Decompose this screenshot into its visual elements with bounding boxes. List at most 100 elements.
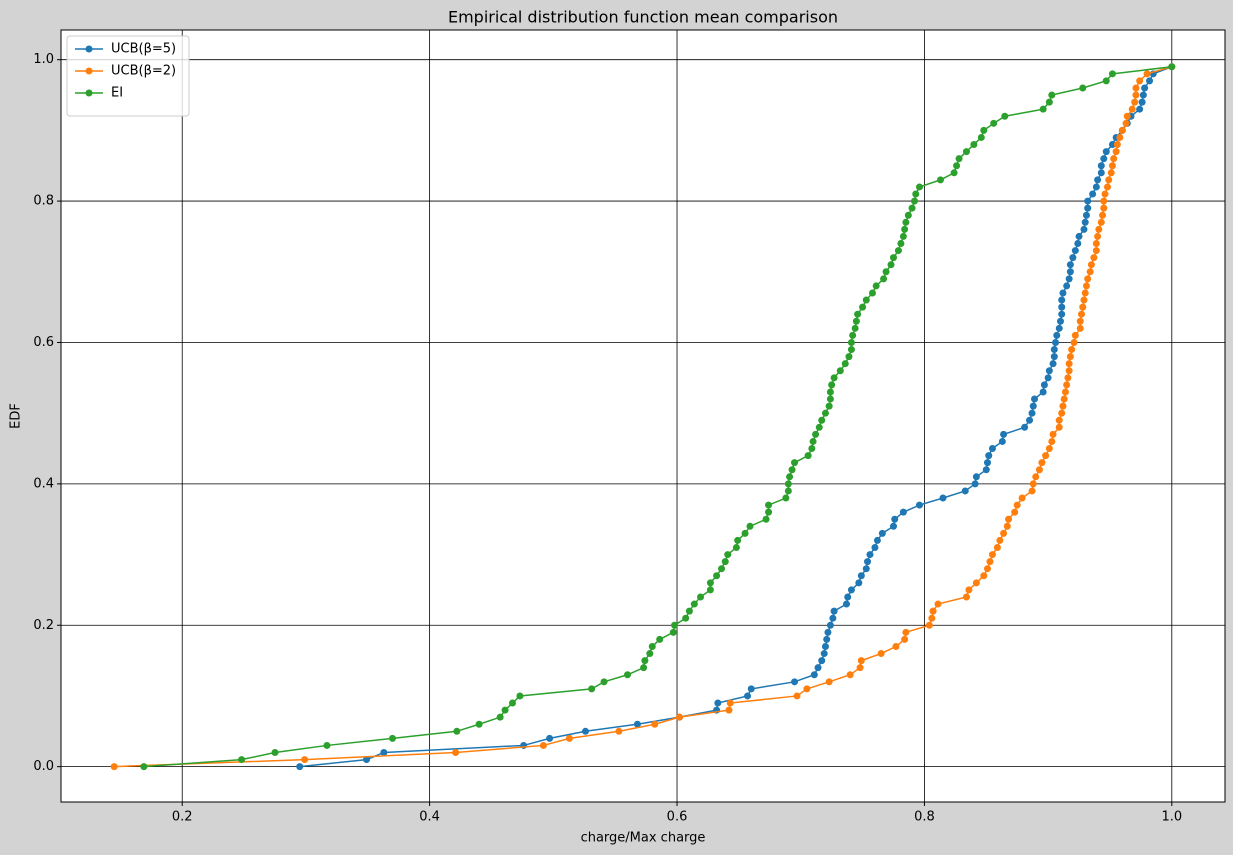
data-point xyxy=(871,543,879,551)
data-point xyxy=(880,275,888,283)
data-point xyxy=(825,402,833,410)
data-point xyxy=(1063,282,1071,290)
data-point xyxy=(1078,310,1086,318)
data-point xyxy=(1059,289,1067,297)
data-point xyxy=(845,353,853,361)
data-point xyxy=(741,529,749,537)
data-point xyxy=(824,628,832,636)
data-point xyxy=(648,642,656,650)
data-point xyxy=(955,155,963,163)
data-point xyxy=(915,501,923,509)
data-point xyxy=(901,635,909,643)
data-point xyxy=(1082,211,1090,219)
data-point xyxy=(690,600,698,608)
data-point xyxy=(1050,346,1058,354)
data-point xyxy=(862,296,870,304)
data-point xyxy=(829,614,837,622)
data-point xyxy=(928,614,936,622)
data-point xyxy=(624,671,632,679)
axes-frame xyxy=(60,29,1226,803)
data-point xyxy=(818,657,826,665)
data-point xyxy=(640,664,648,672)
data-point xyxy=(925,621,933,629)
data-point xyxy=(1063,381,1071,389)
data-point xyxy=(915,183,923,191)
data-point xyxy=(615,727,623,735)
data-point xyxy=(588,685,596,693)
data-point xyxy=(1090,254,1098,262)
data-point xyxy=(804,452,812,460)
data-point xyxy=(934,600,942,608)
data-point xyxy=(862,565,870,573)
data-point xyxy=(904,211,912,219)
data-point xyxy=(1094,232,1102,240)
data-point xyxy=(902,218,910,226)
data-point xyxy=(1003,522,1011,530)
data-point xyxy=(929,607,937,615)
data-point xyxy=(1118,126,1126,134)
data-point xyxy=(1107,169,1115,177)
data-point xyxy=(1168,63,1176,71)
data-point xyxy=(983,565,991,573)
data-point xyxy=(899,232,907,240)
series-line xyxy=(299,66,1173,768)
data-point xyxy=(734,536,742,544)
data-point xyxy=(1052,338,1060,346)
data-point xyxy=(1101,190,1109,198)
data-point xyxy=(706,579,714,587)
data-point xyxy=(1029,402,1037,410)
data-point xyxy=(1018,494,1026,502)
data-point xyxy=(1044,374,1052,382)
chart-title: Empirical distribution function mean com… xyxy=(448,8,838,27)
y-tick-label: 0.6 xyxy=(33,335,54,350)
data-point xyxy=(1092,240,1100,248)
data-point xyxy=(961,487,969,495)
data-point xyxy=(539,741,547,749)
data-point xyxy=(656,635,664,643)
data-point xyxy=(852,317,860,325)
data-point xyxy=(1089,190,1097,198)
data-point xyxy=(950,169,958,177)
data-point xyxy=(1138,98,1146,106)
data-point xyxy=(380,749,388,757)
data-point xyxy=(1053,331,1061,339)
data-point xyxy=(1071,247,1079,255)
data-point xyxy=(1058,409,1066,417)
data-point xyxy=(732,543,740,551)
data-point xyxy=(1128,105,1136,113)
data-point xyxy=(1076,324,1084,332)
data-point xyxy=(1105,176,1113,184)
data-point xyxy=(887,261,895,269)
y-tick-label: 0.2 xyxy=(33,618,54,633)
data-point xyxy=(894,247,902,255)
data-point xyxy=(1122,119,1130,127)
data-point xyxy=(1011,508,1019,516)
data-point xyxy=(1092,183,1100,191)
data-point xyxy=(836,367,844,375)
data-point xyxy=(1050,353,1058,361)
data-point xyxy=(296,763,304,771)
data-point xyxy=(1065,360,1073,368)
legend-marker xyxy=(85,89,93,97)
data-point xyxy=(815,423,823,431)
data-point xyxy=(1028,409,1036,417)
data-point xyxy=(581,727,589,735)
data-point xyxy=(1066,353,1074,361)
data-point xyxy=(809,437,817,445)
x-tick-label: 0.6 xyxy=(667,810,688,825)
data-point xyxy=(671,621,679,629)
data-point xyxy=(1013,501,1021,509)
data-point xyxy=(972,473,980,481)
data-point xyxy=(791,678,799,686)
data-point xyxy=(1028,487,1036,495)
data-point xyxy=(706,586,714,594)
data-point xyxy=(830,374,838,382)
data-point xyxy=(823,635,831,643)
data-point xyxy=(1131,98,1139,106)
data-point xyxy=(762,515,770,523)
data-point xyxy=(1113,141,1121,149)
x-tick-label: 0.8 xyxy=(914,810,935,825)
data-point xyxy=(1061,388,1069,396)
data-point xyxy=(1000,430,1008,438)
data-point xyxy=(1048,91,1056,99)
